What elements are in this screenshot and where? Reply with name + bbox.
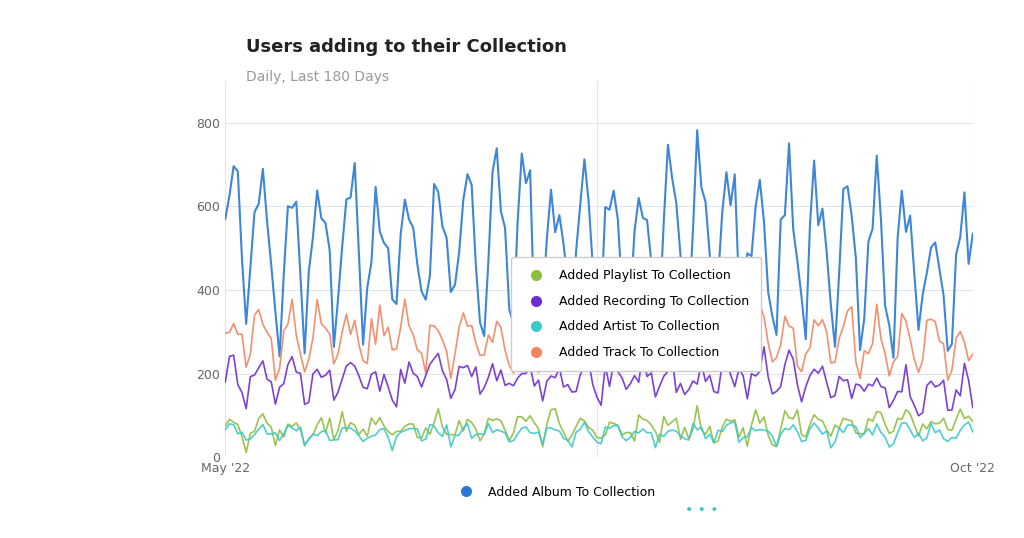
Text: Daily, Last 180 Days: Daily, Last 180 Days — [246, 70, 389, 84]
Text: • • •: • • • — [685, 503, 719, 517]
Text: Users adding to their Collection: Users adding to their Collection — [246, 38, 566, 55]
Legend: Added Album To Collection: Added Album To Collection — [449, 481, 660, 504]
